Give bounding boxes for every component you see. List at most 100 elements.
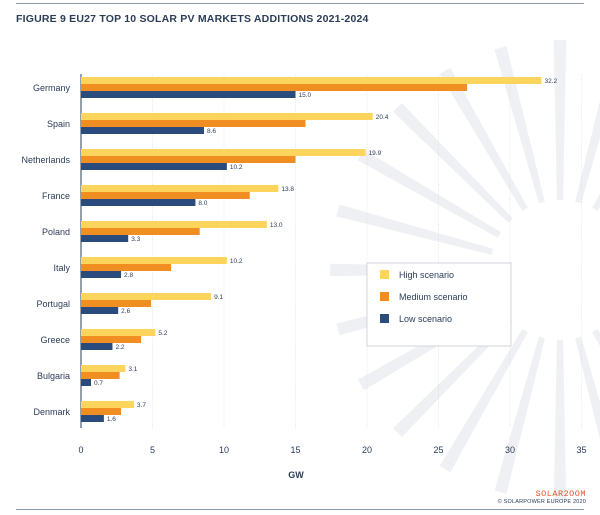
low-value-label: 2.8 (124, 272, 133, 279)
category-label: Italy (53, 263, 70, 273)
low-value-label: 8.6 (207, 128, 216, 135)
low-bar (81, 127, 204, 134)
x-tick-label: 20 (362, 445, 372, 455)
x-tick-label: 35 (576, 445, 586, 455)
brand-block: SOLAR2OOM © SOLARPOWER EUROPE 2020 (498, 489, 586, 505)
sunburst-ray (494, 46, 545, 204)
category-label: Netherlands (21, 155, 70, 165)
low-bar (81, 91, 296, 98)
high-value-label: 3.7 (137, 402, 146, 409)
category-label: Denmark (33, 407, 70, 417)
high-bar (81, 257, 227, 264)
high-bar (81, 113, 373, 120)
sunburst-ray (592, 329, 600, 347)
sunburst-ray (592, 193, 600, 211)
low-value-label: 10.2 (230, 164, 243, 171)
sunburst-ray (439, 67, 528, 211)
bottom-rule (16, 509, 584, 510)
category-label: Germany (33, 83, 71, 93)
low-legend-swatch (380, 314, 389, 323)
medium-bar (81, 156, 296, 163)
x-tick-label: 25 (433, 445, 443, 455)
medium-bar (81, 336, 142, 343)
low-bar (81, 235, 129, 242)
low-legend-label: Low scenario (399, 314, 452, 324)
sunburst-ray (393, 103, 513, 223)
x-tick-label: 15 (290, 445, 300, 455)
medium-legend-label: Medium scenario (399, 292, 468, 302)
high-value-label: 10.2 (230, 258, 243, 265)
high-value-label: 3.1 (128, 366, 137, 373)
high-bar (81, 293, 212, 300)
high-value-label: 5.2 (158, 330, 167, 337)
medium-bar (81, 372, 120, 379)
x-tick-label: 0 (78, 445, 83, 455)
brand-logo: SOLAR2OOM (535, 489, 586, 499)
high-value-label: 13.0 (270, 222, 283, 229)
category-label: Spain (47, 119, 70, 129)
figure-title: FIGURE 9 EU27 TOP 10 SOLAR PV MARKETS AD… (16, 13, 369, 25)
high-bar (81, 329, 156, 336)
low-value-label: 2.2 (115, 344, 124, 351)
high-value-label: 13.8 (281, 186, 294, 193)
sunburst-ray (575, 336, 600, 440)
sunburst-ray (336, 204, 494, 255)
sunburst-ray (494, 336, 545, 494)
sunburst-ray (393, 317, 513, 437)
high-bar (81, 221, 267, 228)
x-tick-labels: 0 5 10 15 20 25 30 35 (78, 445, 586, 455)
x-tick-label: 10 (219, 445, 229, 455)
low-value-label: 0.7 (94, 380, 103, 387)
top-rule (16, 3, 584, 4)
low-value-label: 1.6 (107, 416, 116, 423)
medium-bar (81, 84, 468, 91)
low-bar (81, 379, 92, 386)
low-value-label: 3.3 (131, 236, 140, 243)
high-value-label: 32.2 (544, 78, 557, 85)
sunburst-ray (553, 40, 567, 201)
high-bar (81, 401, 134, 408)
low-bar (81, 343, 113, 350)
category-label: Portugal (36, 299, 70, 309)
category-label: Bulgaria (37, 371, 70, 381)
high-legend-swatch (380, 270, 389, 279)
sunburst-ray (357, 149, 501, 238)
medium-bar (81, 408, 122, 415)
category-label: Poland (42, 227, 70, 237)
high-bar (81, 149, 366, 156)
low-bar (81, 415, 104, 422)
category-label: Greece (40, 335, 70, 345)
medium-bar (81, 300, 152, 307)
brand-copyright: © SOLARPOWER EUROPE 2020 (497, 499, 586, 505)
low-value-label: 15.0 (299, 92, 312, 99)
medium-bar (81, 264, 172, 271)
high-bar (81, 365, 126, 372)
high-legend-label: High scenario (399, 270, 454, 280)
high-bar (81, 185, 279, 192)
high-value-label: 20.4 (376, 114, 389, 121)
legend-box (366, 262, 512, 347)
sunburst-ray (575, 100, 600, 204)
bars: 32.2 15.0 20.4 8.6 19.9 10.2 13.8 8.0 13.0 3.3 10.… (81, 77, 557, 423)
medium-bar (81, 120, 306, 127)
low-bar (81, 163, 227, 170)
legend: High scenario Medium scenario Low scenario (366, 262, 512, 347)
low-value-label: 2.6 (121, 308, 130, 315)
x-axis-label: GW (288, 470, 304, 480)
medium-bar (81, 192, 250, 199)
high-value-label: 19.9 (369, 150, 382, 157)
high-value-label: 9.1 (214, 294, 223, 301)
category-labels: Germany Spain Netherlands France Poland Italy… (21, 83, 70, 417)
low-bar (81, 307, 119, 314)
low-value-label: 8.0 (198, 200, 207, 207)
sunburst-ray (439, 329, 528, 473)
x-tick-label: 5 (150, 445, 155, 455)
x-tick-label: 30 (505, 445, 515, 455)
medium-bar (81, 228, 200, 235)
low-bar (81, 271, 122, 278)
sunburst-ray (553, 339, 567, 500)
medium-legend-swatch (380, 292, 389, 301)
low-bar (81, 199, 196, 206)
category-label: France (42, 191, 70, 201)
